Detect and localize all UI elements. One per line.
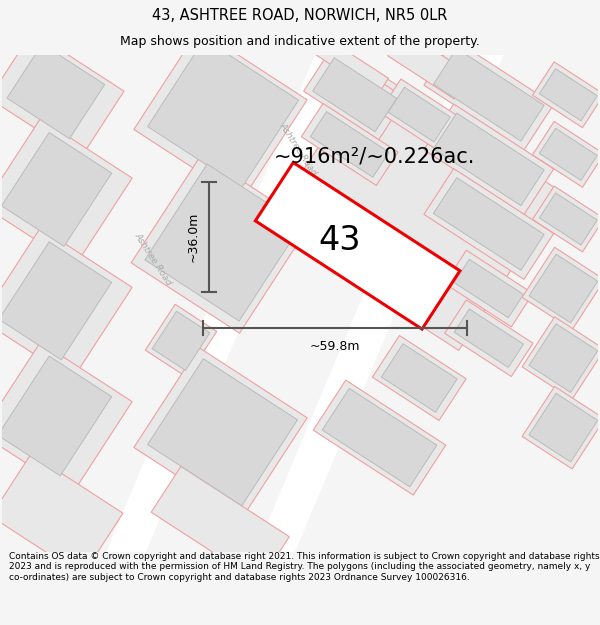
Polygon shape [539,193,597,245]
Polygon shape [322,388,437,487]
Polygon shape [7,44,104,139]
Text: Ashtree Road: Ashtree Road [278,121,319,177]
Text: Map shows position and indicative extent of the property.: Map shows position and indicative extent… [120,35,480,48]
Polygon shape [522,386,600,469]
Polygon shape [539,69,597,121]
Polygon shape [106,55,355,552]
Polygon shape [267,68,562,351]
Polygon shape [532,62,600,127]
Polygon shape [424,169,554,279]
Polygon shape [0,32,124,158]
Polygon shape [301,103,398,186]
Polygon shape [145,304,217,378]
Polygon shape [2,132,112,246]
Polygon shape [313,380,446,495]
Text: ~59.8m: ~59.8m [310,339,360,352]
Polygon shape [145,164,301,321]
Polygon shape [522,248,600,330]
Polygon shape [379,79,459,150]
Text: Ashtree Road: Ashtree Road [133,231,173,287]
Polygon shape [529,254,598,323]
Polygon shape [522,317,600,399]
Polygon shape [445,250,533,327]
Text: ~36.0m: ~36.0m [186,212,199,262]
Polygon shape [151,466,289,582]
Polygon shape [304,49,406,140]
Polygon shape [433,48,544,141]
Polygon shape [148,39,299,188]
Polygon shape [424,104,554,215]
Polygon shape [0,228,132,379]
Polygon shape [0,242,112,360]
Polygon shape [134,348,307,518]
Text: 43, ASHTREE ROAD, NORWICH, NR5 0LR: 43, ASHTREE ROAD, NORWICH, NR5 0LR [152,8,448,23]
Polygon shape [532,186,600,252]
Polygon shape [0,356,112,476]
Polygon shape [445,300,533,376]
Polygon shape [454,259,523,318]
Polygon shape [256,162,460,329]
Polygon shape [529,393,598,462]
Polygon shape [134,29,307,200]
Polygon shape [0,119,132,266]
Text: ~916m²/~0.226ac.: ~916m²/~0.226ac. [274,146,475,166]
Polygon shape [310,112,389,178]
Polygon shape [433,177,544,270]
Text: Contains OS data © Crown copyright and database right 2021. This information is : Contains OS data © Crown copyright and d… [9,552,599,582]
Polygon shape [454,309,523,368]
Polygon shape [148,359,298,506]
Polygon shape [152,311,210,371]
Polygon shape [388,31,470,99]
Polygon shape [433,113,544,206]
Polygon shape [373,336,466,421]
Polygon shape [388,88,450,142]
Polygon shape [0,454,123,576]
Polygon shape [382,344,457,412]
Polygon shape [529,324,598,392]
Polygon shape [131,154,310,333]
Polygon shape [532,121,600,188]
Polygon shape [313,58,397,132]
Polygon shape [255,55,504,552]
Polygon shape [311,35,388,95]
Polygon shape [0,342,132,493]
Polygon shape [424,39,554,150]
Polygon shape [539,128,597,181]
Text: 43: 43 [319,224,361,258]
